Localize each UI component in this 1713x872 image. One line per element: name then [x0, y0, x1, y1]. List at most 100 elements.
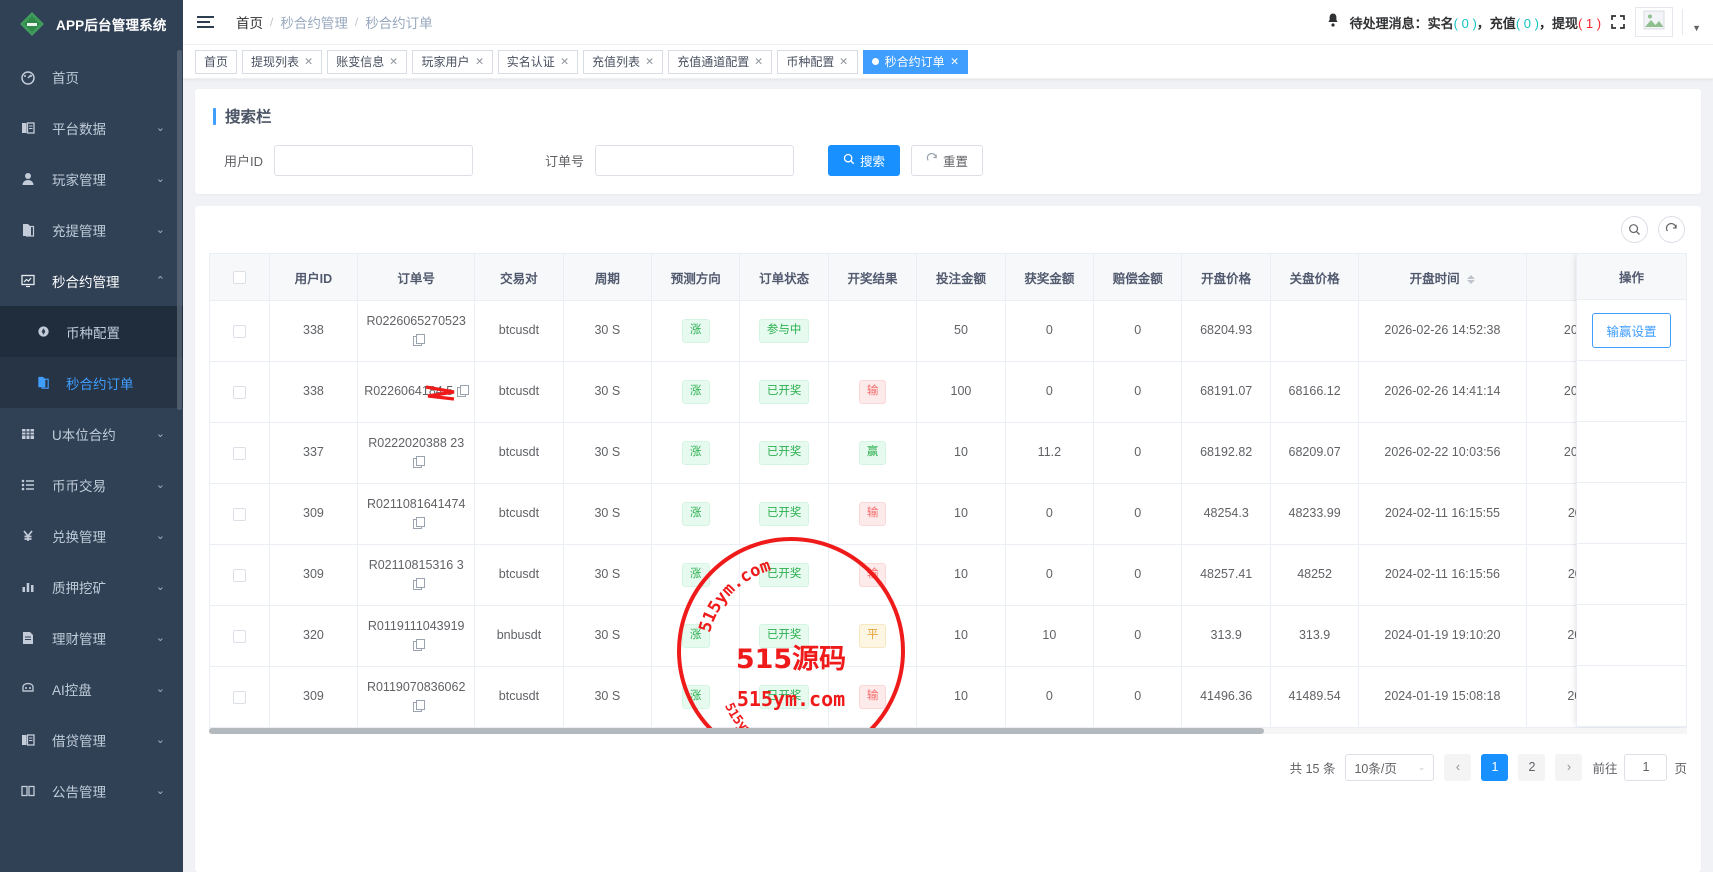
win-lose-setting-button[interactable]: 输赢设置 [1592, 312, 1671, 348]
sidebar-subitem-label: 币种配置 [66, 325, 120, 341]
sidebar-item-label: 质押挖矿 [52, 580, 106, 596]
tab-players[interactable]: 玩家用户 ✕ [412, 49, 493, 74]
sidebar-item-label: 借贷管理 [52, 733, 106, 749]
close-icon[interactable]: ✕ [559, 56, 569, 68]
close-icon[interactable]: ✕ [754, 56, 764, 68]
copy-icon[interactable] [412, 517, 425, 529]
row-checkbox[interactable] [232, 446, 246, 460]
sidebar-item-ai-control[interactable]: AI控盘 ⌄ [0, 663, 183, 714]
order-no-group: 订单号 [545, 145, 795, 176]
tab-home[interactable]: 首页 [195, 49, 238, 74]
search-button[interactable]: 搜索 [828, 145, 901, 176]
row-checkbox[interactable] [232, 629, 246, 643]
order-no-text: R0222020388 23 [368, 435, 465, 450]
avatar[interactable] [1635, 7, 1674, 37]
tab-recharge-list[interactable]: 充值列表 ✕ [582, 49, 664, 74]
cell-period: 30 S [562, 361, 653, 423]
tab-withdraw-list[interactable]: 提现列表 ✕ [242, 49, 323, 74]
page-button-1[interactable]: 1 [1481, 753, 1509, 781]
user-id-input[interactable] [274, 145, 474, 176]
fullscreen-icon[interactable] [1610, 14, 1626, 30]
status-badge: 已开奖 [758, 441, 810, 465]
page-button-2[interactable]: 2 [1518, 753, 1546, 781]
hamburger-icon[interactable] [197, 11, 219, 33]
close-icon[interactable]: ✕ [839, 56, 849, 68]
breadcrumb-separator: / [270, 15, 274, 29]
chevron-down-icon: ⌄ [155, 632, 165, 644]
sidebar-subitem-second-contract-orders[interactable]: 秒合约订单 [0, 357, 183, 408]
table-header-bet-amount: 投注金额 [916, 253, 1006, 301]
scrollbar-thumb[interactable] [209, 728, 1264, 734]
select-all-checkbox[interactable] [232, 271, 246, 285]
close-icon[interactable]: ✕ [949, 56, 959, 68]
sidebar-item-platform-data[interactable]: 平台数据 ⌄ [0, 102, 183, 153]
cell-direction: 涨 [651, 605, 741, 667]
copy-icon[interactable] [412, 334, 425, 346]
cell-period: 30 S [562, 605, 653, 667]
reset-button[interactable]: 重置 [911, 145, 984, 176]
sidebar-item-home[interactable]: 首页 [0, 51, 183, 102]
action-cell [1576, 361, 1687, 422]
order-no-label: 订单号 [545, 154, 585, 169]
refresh-circle-icon[interactable] [1658, 216, 1685, 243]
page-size-select[interactable]: 10条/页 ⌄ [1345, 753, 1435, 781]
sidebar-scrollbar[interactable] [177, 50, 182, 410]
cell-bet-amount: 10 [916, 666, 1006, 728]
row-checkbox[interactable] [232, 507, 246, 521]
breadcrumb-item-home[interactable]: 首页 [236, 16, 263, 31]
close-icon[interactable]: ✕ [389, 56, 399, 68]
copy-icon[interactable] [412, 456, 425, 468]
tab-kyc[interactable]: 实名认证 ✕ [497, 49, 578, 74]
brand[interactable]: APP后台管理系统 [0, 0, 183, 48]
cell-direction: 涨 [651, 544, 741, 606]
tab-second-contract-orders[interactable]: 秒合约订单 ✕ [862, 49, 968, 74]
close-icon[interactable]: ✕ [474, 56, 484, 68]
copy-icon[interactable] [457, 385, 470, 398]
table-row: 320 R0119111043919 bnbusdt 30 S 涨 已开奖 平 … [209, 605, 1687, 667]
row-checkbox[interactable] [232, 385, 246, 399]
sidebar-item-staking-mining[interactable]: 质押挖矿 ⌄ [0, 561, 183, 612]
copy-icon[interactable] [412, 700, 425, 712]
table-header-compensate: 赔偿金额 [1093, 253, 1183, 301]
page-jump-input[interactable] [1624, 753, 1668, 781]
order-no-text: R0119111043919 [367, 618, 465, 633]
horizontal-scrollbar[interactable] [209, 728, 1687, 734]
sidebar-item-announcement[interactable]: 公告管理 ⌄ [0, 765, 183, 816]
row-checkbox[interactable] [232, 568, 246, 582]
sidebar-item-player-management[interactable]: 玩家管理 ⌄ [0, 153, 183, 204]
recharge-label: ，充值 [1476, 15, 1516, 31]
bell-icon[interactable] [1325, 12, 1341, 33]
chevron-down-icon: ⌄ [155, 428, 165, 440]
order-no-input[interactable] [595, 145, 795, 176]
prev-page-button[interactable]: ‹ [1444, 753, 1472, 781]
next-page-button[interactable]: › [1555, 753, 1583, 781]
sidebar-subitem-coin-config[interactable]: 币种配置 [0, 306, 183, 357]
sidebar-item-exchange[interactable]: 兑换管理 ⌄ [0, 510, 183, 561]
close-icon[interactable]: ✕ [645, 56, 654, 68]
cell-win-amount: 0 [1004, 544, 1095, 606]
caret-down-icon[interactable]: ▼ [1692, 23, 1701, 33]
magnifier-icon[interactable] [1621, 216, 1648, 243]
tab-coin-config[interactable]: 币种配置 ✕ [777, 49, 858, 74]
copy-icon[interactable] [412, 578, 425, 590]
copy-icon[interactable] [412, 639, 425, 651]
sidebar-item-u-contract[interactable]: U本位合约 ⌄ [0, 408, 183, 459]
table-header-open-time[interactable]: 开盘时间 [1358, 253, 1527, 301]
tab-recharge-channel-config[interactable]: 充值通道配置 ✕ [668, 49, 773, 74]
close-icon[interactable]: ✕ [304, 56, 314, 68]
cell-bet-amount: 10 [916, 544, 1006, 606]
sort-icon[interactable] [1467, 274, 1476, 284]
sidebar-item-second-contract[interactable]: 秒合约管理 ⌃ [0, 255, 183, 306]
user-id-label: 用户ID [224, 154, 264, 169]
table-header-direction: 预测方向 [651, 253, 741, 301]
cell-compensate: 0 [1093, 666, 1183, 728]
sidebar-item-deposit-withdraw[interactable]: 充提管理 ⌄ [0, 204, 183, 255]
tab-account-change[interactable]: 账变信息 ✕ [327, 49, 408, 74]
table-header-close-price: 关盘价格 [1269, 253, 1360, 301]
row-checkbox[interactable] [232, 324, 246, 338]
row-checkbox[interactable] [232, 690, 246, 704]
table-scroll-container: 用户ID 订单号 交易对 周期 预测方向 订单状态 开奖结果 投注金额 获奖金额… [209, 253, 1687, 728]
sidebar-item-coin-trade[interactable]: 币币交易 ⌄ [0, 459, 183, 510]
sidebar-item-loan[interactable]: 借贷管理 ⌄ [0, 714, 183, 765]
sidebar-item-finance[interactable]: 理财管理 ⌄ [0, 612, 183, 663]
